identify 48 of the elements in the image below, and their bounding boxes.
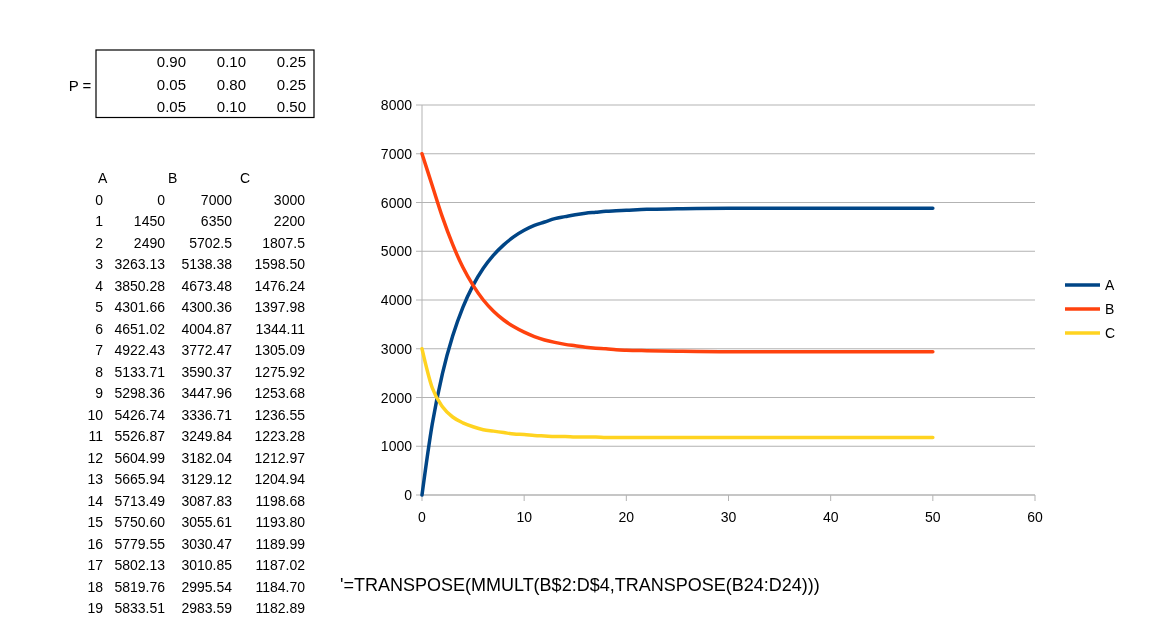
text: 0 0 7000 3000 bbox=[95, 191, 305, 208]
text: 2 2490 5702.5 1807.5 bbox=[95, 234, 305, 251]
x-tick-label: 60 bbox=[1027, 509, 1043, 525]
line-series bbox=[420, 152, 935, 354]
text: 0.05 0.80 0.25 bbox=[156, 75, 306, 93]
text: 10 5426.74 3336.71 1236.55 bbox=[87, 406, 305, 423]
y-tick-label: 8000 bbox=[380, 97, 413, 113]
x-tick-label: 50 bbox=[925, 509, 941, 525]
y-tick-label: 1000 bbox=[380, 438, 413, 455]
x-tick-label: 10 bbox=[516, 509, 533, 525]
text: 17 5802.13 3010.85 1187.02 bbox=[87, 557, 305, 573]
x-tick-label: 0 bbox=[418, 509, 427, 525]
text: P = bbox=[68, 77, 92, 94]
text: 15 5750.60 3055.61 1193.80 bbox=[87, 514, 305, 530]
legend-label: B bbox=[1105, 301, 1115, 317]
text: 5 4301.66 4300.36 1397.98 bbox=[95, 299, 305, 315]
text: 7 4922.43 3772.47 1305.09 bbox=[95, 342, 305, 358]
y-tick-label: 3000 bbox=[380, 340, 413, 357]
text: '=TRANSPOSE(MMULT(B$2:D$4,TRANSPOSE(B24:D24))) bbox=[340, 575, 820, 595]
x-tick-label: 20 bbox=[618, 509, 635, 525]
text: 13 5665.94 3129.12 1204.94 bbox=[87, 471, 305, 487]
y-tick-label: 5000 bbox=[380, 243, 413, 260]
text: 4 3850.28 4673.48 1476.24 bbox=[95, 277, 305, 294]
text: 18 5819.76 2995.54 1184.70 bbox=[87, 578, 305, 595]
line-series bbox=[420, 347, 935, 440]
text: 8 5133.71 3590.37 1275.92 bbox=[95, 363, 305, 380]
text: 16 5779.55 3030.47 1189.99 bbox=[87, 535, 305, 552]
y-tick-label: 4000 bbox=[380, 292, 413, 308]
x-tick-label: 40 bbox=[822, 509, 839, 525]
y-tick-label: 2000 bbox=[380, 389, 413, 406]
y-tick-label: 7000 bbox=[380, 145, 413, 162]
text: 3 3263.13 5138.38 1598.50 bbox=[95, 256, 305, 272]
text: 12 5604.99 3182.04 1212.97 bbox=[87, 449, 305, 466]
legend-label: C bbox=[1105, 325, 1116, 341]
y-tick-label: 6000 bbox=[380, 194, 413, 211]
text: 1 1450 6350 2200 bbox=[95, 213, 305, 229]
legend-label: A bbox=[1105, 277, 1115, 293]
text: A B C bbox=[98, 170, 251, 186]
y-tick-label: 0 bbox=[404, 487, 413, 503]
line-series bbox=[420, 206, 935, 497]
text: 0.05 0.10 0.50 bbox=[156, 98, 306, 115]
x-tick-label: 30 bbox=[720, 509, 737, 525]
text: 19 5833.51 2983.59 1182.89 bbox=[87, 600, 305, 616]
text: 14 5713.49 3087.83 1198.68 bbox=[87, 492, 305, 509]
text: 11 5526.87 3249.84 1223.28 bbox=[88, 428, 305, 444]
text: 6 4651.02 4004.87 1344.11 bbox=[95, 320, 305, 337]
text: 9 5298.36 3447.96 1253.68 bbox=[95, 385, 305, 401]
text: 0.90 0.10 0.25 bbox=[156, 53, 306, 70]
